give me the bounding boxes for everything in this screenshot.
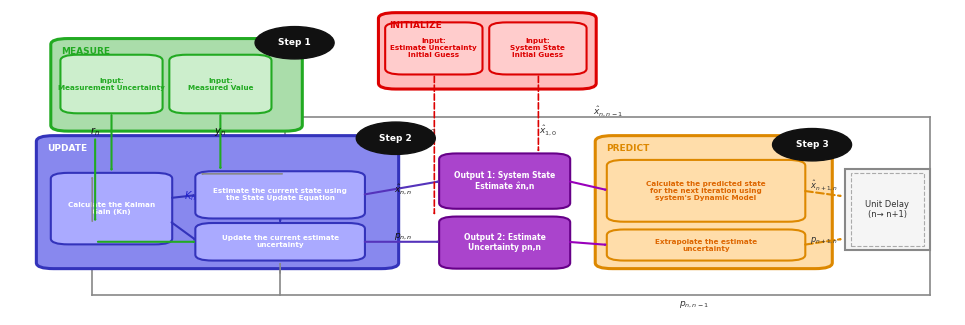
Text: PREDICT: PREDICT [606,144,649,153]
Text: Input:
Measured Value: Input: Measured Value [187,78,253,91]
Text: Step 1: Step 1 [278,38,311,47]
Text: Calculate the Kalman
Gain (Kn): Calculate the Kalman Gain (Kn) [68,202,155,215]
FancyBboxPatch shape [607,160,806,222]
Ellipse shape [356,122,435,154]
Bar [850,173,924,246]
FancyBboxPatch shape [439,153,570,209]
Text: Input:
Estimate Uncertainty
Initial Guess: Input: Estimate Uncertainty Initial Gues… [391,38,478,58]
Text: Update the current estimate
uncertainty: Update the current estimate uncertainty [222,235,339,248]
Text: $y_n$: $y_n$ [214,126,227,138]
Text: $\hat{x}_{1,0}$: $\hat{x}_{1,0}$ [538,123,557,137]
Text: $p_{n,n}$: $p_{n,n}$ [394,231,413,242]
Text: Calculate the predicted state
for the next iteration using
system's Dynamic Mode: Calculate the predicted state for the ne… [647,181,766,201]
Text: $p_{1,0}$: $p_{1,0}$ [418,125,437,136]
Text: MEASURE: MEASURE [62,47,110,56]
Text: Step 2: Step 2 [379,134,412,143]
Text: Input:
Measurement Uncertainty: Input: Measurement Uncertainty [58,78,165,91]
FancyBboxPatch shape [385,22,482,74]
Text: Unit Delay
(n→ n+1): Unit Delay (n→ n+1) [866,200,909,219]
FancyBboxPatch shape [51,39,302,131]
Ellipse shape [255,27,334,59]
Text: $\hat{x}_{n,n-1}$: $\hat{x}_{n,n-1}$ [593,104,622,118]
Text: INITIALIZE: INITIALIZE [389,21,442,30]
Text: $K_n$: $K_n$ [184,189,197,203]
Text: $r_n$: $r_n$ [90,125,100,138]
Text: Estimate the current state using
the State Update Equation: Estimate the current state using the Sta… [213,188,347,202]
Text: $p_{n+1,n}$: $p_{n+1,n}$ [811,235,839,246]
FancyBboxPatch shape [439,216,570,269]
Text: $p_{n,n-1}$: $p_{n,n-1}$ [679,300,709,310]
Text: Input:
System State
Initial Guess: Input: System State Initial Guess [510,38,565,58]
FancyBboxPatch shape [195,171,365,218]
Text: $\hat{x}_{n,n}$: $\hat{x}_{n,n}$ [395,182,413,196]
FancyBboxPatch shape [195,223,365,261]
FancyBboxPatch shape [169,55,271,113]
Text: Output 1: System State
Estimate x̂n,n: Output 1: System State Estimate x̂n,n [455,171,555,191]
Bar [844,169,929,250]
FancyBboxPatch shape [595,136,832,269]
Text: Output 2: Estimate
Uncertainty pn,n: Output 2: Estimate Uncertainty pn,n [464,233,545,252]
FancyBboxPatch shape [378,13,596,89]
Text: $\hat{x}_{n+1,n}$: $\hat{x}_{n+1,n}$ [811,178,839,192]
FancyBboxPatch shape [51,173,172,244]
Text: Step 3: Step 3 [796,140,828,149]
Text: UPDATE: UPDATE [47,144,87,153]
FancyBboxPatch shape [61,55,162,113]
Ellipse shape [773,128,851,161]
FancyBboxPatch shape [37,136,399,269]
Text: Extrapolate the estimate
uncertainty: Extrapolate the estimate uncertainty [655,239,758,252]
FancyBboxPatch shape [607,229,806,261]
FancyBboxPatch shape [489,22,587,74]
